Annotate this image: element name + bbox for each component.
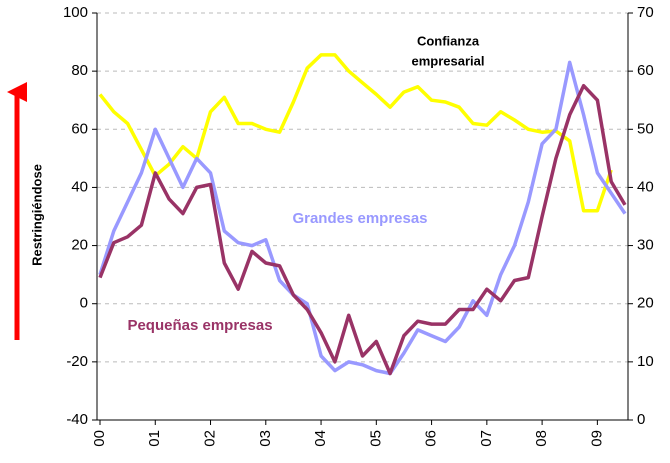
series-line: [98, 60, 627, 376]
y-axis-label: Restringiéndose: [29, 164, 44, 266]
y2-tick-label: 40: [637, 178, 654, 195]
y-tick-label: 80: [71, 62, 88, 79]
x-tick-label: 07: [478, 430, 495, 447]
y2-tick-label: 70: [637, 4, 654, 21]
y-tick-label: 100: [63, 4, 88, 21]
y-tick-label: 20: [71, 237, 88, 254]
series-line: [98, 53, 613, 213]
series-line: [98, 83, 627, 376]
x-tick-label: 00: [91, 430, 108, 447]
annotation: Confianza: [417, 33, 480, 48]
x-tick-label: 02: [201, 430, 218, 447]
annotation: Pequeñas empresas: [127, 317, 272, 334]
y2-tick-label: 20: [637, 295, 654, 312]
x-tick-label: 03: [257, 430, 274, 447]
y2-tick-label: 30: [637, 237, 654, 254]
x-tick-label: 01: [146, 430, 163, 447]
x-tick-label: 09: [588, 430, 605, 447]
x-tick-label: 08: [533, 430, 550, 447]
y-tick-label: 0: [80, 295, 88, 312]
x-tick-label: 06: [423, 430, 440, 447]
y2-tick-label: 60: [637, 62, 654, 79]
y2-tick-label: 50: [637, 120, 654, 137]
annotation: Grandes empresas: [292, 210, 427, 227]
y2-tick-label: 10: [637, 353, 654, 370]
y-tick-label: -40: [66, 411, 88, 428]
x-tick-label: 05: [367, 430, 384, 447]
y-tick-label: 40: [71, 178, 88, 195]
y-tick-label: -20: [66, 353, 88, 370]
y2-tick-label: 0: [637, 411, 645, 428]
annotation: empresarial: [412, 53, 485, 68]
x-tick-label: 04: [312, 430, 329, 447]
y-tick-label: 60: [71, 120, 88, 137]
